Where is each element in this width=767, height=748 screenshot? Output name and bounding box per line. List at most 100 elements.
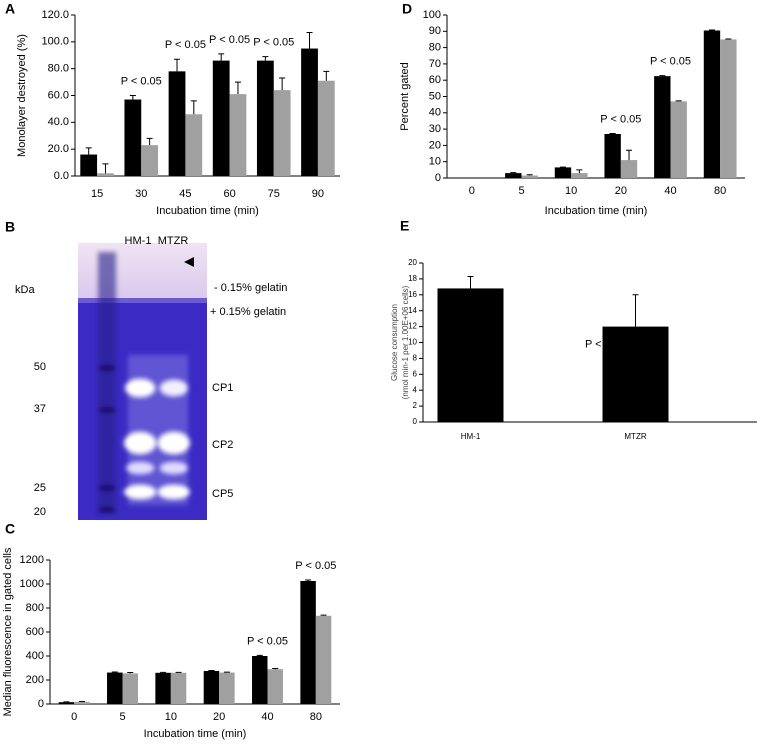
- error-bar: [234, 81, 241, 95]
- x-tick-label: 0: [71, 711, 77, 723]
- error-bar: [526, 174, 533, 176]
- y-tick-label: 0: [413, 417, 418, 426]
- panel-letter: E: [400, 218, 409, 234]
- x-tick-label: 80: [310, 711, 322, 723]
- bar: [571, 173, 588, 178]
- error-bar: [218, 53, 225, 61]
- y-tick-label: 60.0: [48, 89, 69, 101]
- error-bar: [146, 137, 153, 146]
- y-tick-label: 60: [429, 74, 441, 86]
- arrowhead: [184, 257, 194, 267]
- y-tick-label: 100.0: [41, 36, 69, 48]
- y-tick-label: 50: [429, 90, 441, 102]
- y-tick-label: 1200: [20, 554, 44, 566]
- y-axis-title: Monolayer destroyed (%): [16, 34, 28, 157]
- bar: [122, 673, 138, 704]
- annotation: P < 0.05: [650, 56, 691, 68]
- bar: [203, 671, 220, 704]
- bar: [185, 114, 203, 176]
- y-tick-label: 0: [435, 172, 441, 184]
- y-tick-label: 800: [26, 602, 44, 614]
- gel-panel: B HM-1 MTZR kDa - 0.15% gelatin + 0.15% …: [5, 219, 287, 520]
- x-tick-label: 20: [213, 711, 225, 723]
- y-tick-label: 2: [413, 401, 418, 410]
- chart-panel: E 0 2 4 6 8 10 12 14 16 18 20 HM-1 MTZR P < 0.05 Glucos…: [390, 218, 757, 441]
- x-tick-label: HM-1: [461, 432, 481, 441]
- lane-label: MTZR: [158, 235, 189, 247]
- y-axis-title: Median fluorescence in gated cells: [2, 547, 14, 716]
- bar: [141, 145, 159, 176]
- error-bar: [323, 70, 330, 81]
- bar: [521, 175, 538, 178]
- bar: [219, 672, 235, 704]
- y-tick-label: 100: [423, 9, 441, 21]
- y-tick-label: 600: [26, 626, 44, 638]
- bar: [554, 167, 572, 178]
- bar: [301, 48, 318, 176]
- x-tick-label: 15: [91, 188, 103, 200]
- bar: [315, 615, 332, 704]
- bar: [300, 581, 316, 704]
- band-label: CP1: [212, 382, 233, 394]
- bar: [437, 288, 504, 422]
- y-tick-label: 80.0: [48, 63, 69, 75]
- bar: [107, 672, 123, 704]
- bar: [602, 326, 669, 422]
- gel-top: [78, 243, 207, 300]
- gel-interface: [78, 298, 207, 303]
- panel-letter: C: [5, 521, 15, 537]
- y-tick-label: 16: [408, 290, 417, 299]
- y-tick-label: 14: [408, 306, 417, 315]
- bar: [74, 701, 90, 704]
- y-tick-label: 20: [429, 139, 441, 151]
- error-bar: [632, 294, 639, 327]
- marker-label: 20: [34, 506, 46, 518]
- error-bar: [262, 56, 269, 61]
- chart-panel: D 0 10 20 30 40 50 60 70 80 90 100 0 5 10 20 40 80 P < 0.0…: [399, 1, 745, 217]
- bar: [97, 173, 114, 176]
- y-tick-label: 10: [429, 156, 441, 168]
- y-tick-label: 40: [429, 107, 441, 119]
- band-label: CP5: [212, 488, 233, 500]
- error-bar: [320, 614, 327, 616]
- error-bar: [279, 77, 286, 91]
- bar: [620, 160, 638, 178]
- error-bar: [256, 654, 263, 656]
- annotation: P < 0.05: [121, 75, 162, 87]
- y-tick-label: 0: [38, 698, 44, 710]
- x-tick-label: 5: [518, 185, 524, 197]
- y-tick-label: 20: [408, 258, 417, 267]
- x-tick-label: 80: [714, 185, 726, 197]
- annotation: P < 0.05: [585, 339, 626, 351]
- error-bar: [306, 31, 313, 49]
- annotation: P < 0.05: [600, 113, 641, 125]
- x-tick-label: MTZR: [624, 432, 646, 441]
- y-axis-title: Percent gated: [399, 62, 411, 131]
- annotation: P < 0.05: [247, 635, 288, 647]
- bar: [229, 94, 247, 176]
- error-bar: [102, 163, 109, 174]
- lane-label: HM-1: [125, 235, 152, 247]
- bar: [703, 30, 721, 178]
- error-bar: [272, 667, 279, 670]
- band-label: CP2: [212, 439, 233, 451]
- bar: [670, 101, 687, 178]
- y-tick-label: 400: [26, 650, 44, 662]
- bar: [212, 60, 230, 176]
- y-tick-label: 70: [429, 58, 441, 70]
- y-tick-label: 80: [429, 42, 441, 54]
- x-tick-label: 45: [179, 188, 191, 200]
- annotation: P < 0.05: [253, 36, 294, 48]
- y-axis-title: (nmol min-1 per 1.00E+06 cells): [401, 285, 410, 399]
- y-tick-label: 12: [408, 322, 417, 331]
- x-tick-label: 10: [165, 711, 177, 723]
- error-bar: [576, 169, 583, 174]
- y-tick-label: 0.0: [54, 170, 69, 182]
- bar: [317, 80, 335, 176]
- x-tick-label: 30: [135, 188, 147, 200]
- y-tick-label: 20.0: [48, 143, 69, 155]
- y-tick-label: 120.0: [41, 9, 69, 21]
- gel-bands: [98, 252, 190, 514]
- y-axis-title: Glucose consumption: [390, 304, 399, 381]
- bar: [267, 669, 283, 704]
